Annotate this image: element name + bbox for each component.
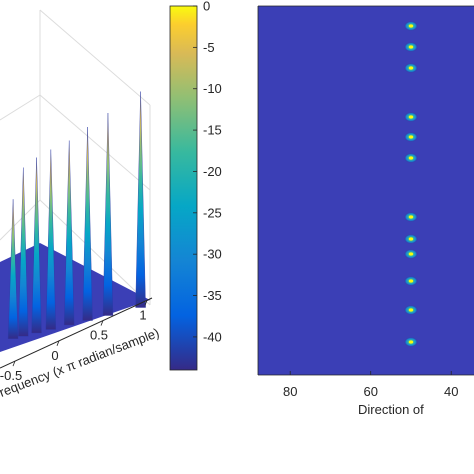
heatmap-spot-core xyxy=(408,45,414,49)
surface-peaks xyxy=(7,91,146,339)
surface-tick-mark xyxy=(56,340,60,346)
heatmap-spot-core xyxy=(408,135,414,139)
heatmap-x-axis-label: Direction of xyxy=(358,402,424,417)
heatmap-plot: 80604020 Direction of xyxy=(257,5,474,417)
colorbar-tick-label: -15 xyxy=(203,123,222,138)
heatmap-x-ticks: 80604020 xyxy=(283,371,458,399)
heatmap-tick-label: 40 xyxy=(444,384,458,399)
surface-tick-mark xyxy=(100,320,104,326)
heatmap-spot-core xyxy=(408,156,414,160)
colorbar-tick-label: -20 xyxy=(203,164,222,179)
surface-x-ticks: -0.5 0 0.5 1 xyxy=(0,300,148,383)
surface-x-axis-line xyxy=(0,297,153,369)
heatmap-area xyxy=(258,6,474,375)
heatmap-spot-core xyxy=(408,340,414,344)
colorbar-tick-label: -25 xyxy=(203,205,222,220)
heatmap-spot-core xyxy=(408,115,414,119)
colorbar-tick-label: -35 xyxy=(203,288,222,303)
heatmap-spot-core xyxy=(408,252,414,256)
colorbar-tick-label: -5 xyxy=(203,40,215,55)
colorbar: 0 -5 -10 -15 -20 -25 -30 -35 -40 xyxy=(169,0,222,371)
heatmap-spot-core xyxy=(408,215,414,219)
colorbar-tick-label: -30 xyxy=(203,247,222,262)
colorbar-tick-label: 0 xyxy=(203,0,210,14)
heatmap-spot-core xyxy=(408,308,414,312)
colorbar-ticks: 0 -5 -10 -15 -20 -25 -30 -35 -40 xyxy=(193,0,222,344)
heatmap-tick-label: 80 xyxy=(283,384,297,399)
colorbar-tick-label: -40 xyxy=(203,329,222,344)
surface-tick-label: -0.5 xyxy=(0,368,22,383)
surface-tick-mark xyxy=(12,360,16,367)
heatmap-spot-core xyxy=(408,237,414,241)
surface-peak xyxy=(63,140,75,326)
surface-tick-mark xyxy=(144,300,148,306)
surface-tick-label: 0.5 xyxy=(90,328,108,343)
surface-peak xyxy=(31,157,42,334)
surface-peak xyxy=(18,167,29,337)
surface-axes-box xyxy=(0,9,151,306)
heatmap-spot-core xyxy=(408,279,414,283)
colorbar-gradient xyxy=(169,5,198,371)
heatmap-spot-core xyxy=(408,66,414,70)
heatmap-tick-label: 60 xyxy=(363,384,377,399)
surface-plot: -0.500.51 Frequency (x π radian/sample) xyxy=(0,9,161,403)
surface-peak xyxy=(7,199,19,339)
heatmap-spots xyxy=(403,21,418,347)
surface-peak xyxy=(45,149,57,330)
surface-peak xyxy=(102,112,114,316)
heatmap-spot-core xyxy=(408,24,414,28)
surface-peak xyxy=(135,91,146,308)
surface-tick-label: 1 xyxy=(139,307,146,322)
colorbar-tick-label: -10 xyxy=(203,81,222,96)
surface-peak xyxy=(82,126,93,321)
surface-tick-label: 0 xyxy=(51,348,58,363)
